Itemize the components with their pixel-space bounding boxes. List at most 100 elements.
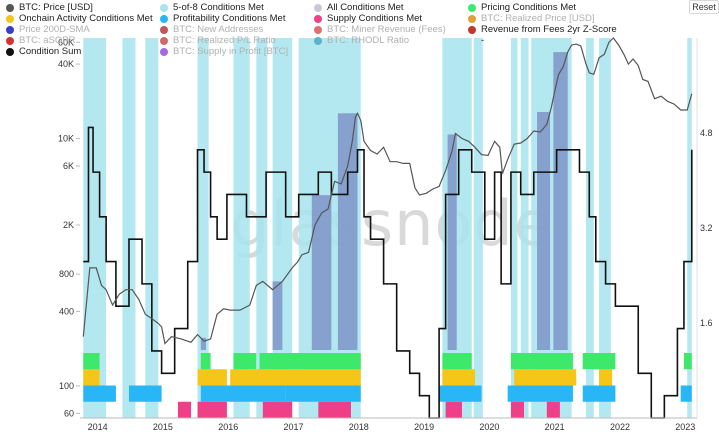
condition-sum-line: [83, 126, 693, 419]
legend-label: Supply Conditions Met: [327, 13, 423, 24]
condition-band-segment: [128, 385, 162, 402]
legend-label: BTC: New Addresses: [173, 24, 264, 35]
condition-band-segment: [510, 401, 524, 418]
legend-swatch: [468, 3, 476, 12]
x-tick-label: 2021: [545, 422, 565, 432]
legend-item[interactable]: Condition Sum: [6, 46, 81, 57]
y-tick-label-right: 3.2: [700, 223, 713, 233]
five-of-eight-period: [687, 38, 692, 418]
x-tick-label: 2022: [610, 422, 630, 432]
condition-band-segment: [83, 353, 100, 370]
condition-bands-layer: [83, 353, 692, 418]
legend-swatch: [160, 14, 168, 23]
y-tick-label-left: 100: [59, 381, 74, 391]
all-conditions-period: [272, 281, 283, 350]
legend-swatch: [160, 3, 168, 12]
condition-band-segment: [507, 385, 573, 402]
condition-band-segment: [197, 401, 227, 418]
legend-item[interactable]: Profitability Conditions Met: [160, 13, 285, 24]
legend-item[interactable]: Pricing Conditions Met: [468, 2, 576, 13]
legend-label: BTC: RHODL Ratio: [327, 35, 409, 46]
y-tick-label-left: 400: [59, 306, 74, 316]
all-conditions-period: [200, 337, 207, 350]
condition-band-segment: [582, 353, 616, 370]
condition-band-segment: [514, 369, 577, 386]
legend-swatch: [6, 25, 14, 34]
y-axis-right: 4.8 3.2 1.6: [700, 128, 713, 328]
x-tick-label: 2017: [283, 422, 303, 432]
legend-item[interactable]: -: [468, 35, 484, 46]
legend-item[interactable]: BTC: Realized P/L Ratio: [160, 35, 276, 46]
five-of-eight-period: [520, 38, 529, 418]
legend-label: 5-of-8 Conditions Met: [173, 2, 264, 13]
legend-item[interactable]: BTC: aSOPR: [6, 35, 76, 46]
legend-label: BTC: Miner Revenue (Fees): [327, 24, 446, 35]
y-axis-left: 60 100 400 800 2K 6K 10K 40K 60K: [58, 37, 80, 418]
y-tick-label-left: 40K: [58, 59, 74, 69]
all-conditions-period: [537, 111, 551, 350]
legend-label: BTC: Supply in Profit [BTC]: [173, 46, 289, 57]
legend-swatch: [314, 36, 322, 45]
five-of-eight-period: [599, 38, 611, 418]
legend-item[interactable]: 5-of-8 Conditions Met: [160, 2, 264, 13]
x-axis: 2014 2015 2016 2017 2018 2019 2020 2021 2022 2023: [88, 422, 696, 432]
condition-band-segment: [599, 369, 613, 386]
legend-item[interactable]: Revenue from Fees 2yr Z-Score: [468, 24, 617, 35]
legend-item[interactable]: Supply Conditions Met: [314, 13, 422, 24]
legend-swatch: [468, 14, 476, 23]
legend-label: Price 200D-SMA: [19, 24, 90, 35]
price-line: [82, 37, 693, 345]
legend-swatch: [314, 14, 322, 23]
y-tick-label-left: 10K: [58, 134, 74, 144]
legend-label: -: [481, 35, 485, 46]
y-tick-label-left: 60K: [58, 37, 74, 47]
y-tick-label-right: 1.6: [700, 318, 713, 328]
legend-item[interactable]: BTC: Price [USD]: [6, 2, 93, 13]
condition-band-segment: [177, 401, 191, 418]
five-of-eight-period: [256, 38, 268, 418]
condition-band-segment: [200, 353, 211, 370]
all-conditions-period: [447, 134, 457, 350]
legend-label: BTC: Realized Price [USD]: [481, 13, 595, 24]
condition-band-segment: [445, 401, 462, 418]
y-tick-label-left: 2K: [63, 220, 74, 230]
five-of-eight-period: [586, 38, 594, 418]
condition-band-segment: [262, 401, 293, 418]
legend-swatch: [314, 3, 322, 12]
legend-label: Condition Sum: [19, 46, 82, 57]
legend-item[interactable]: Onchain Activity Conditions Met: [6, 13, 153, 24]
legend-swatch: [160, 25, 168, 34]
condition-band-segment: [285, 385, 361, 402]
all-conditions-period: [553, 52, 568, 350]
legend-item[interactable]: BTC: RHODL Ratio: [314, 35, 409, 46]
all-conditions-period: [311, 195, 332, 350]
legend-label: BTC: Realized P/L Ratio: [173, 35, 276, 46]
legend-label: Onchain Activity Conditions Met: [19, 13, 153, 24]
y-tick-label-right: 4.8: [700, 128, 713, 138]
legend-item[interactable]: BTC: New Addresses: [160, 24, 263, 35]
reset-button[interactable]: Reset: [689, 0, 719, 14]
legend-swatch: [314, 25, 322, 34]
condition-band-segment: [83, 369, 100, 386]
legend-item[interactable]: BTC: Miner Revenue (Fees): [314, 24, 446, 35]
x-tick-label: 2016: [218, 422, 238, 432]
legend-swatch: [6, 36, 14, 45]
legend-label: All Conditions Met: [327, 2, 404, 13]
legend-item[interactable]: All Conditions Met: [314, 2, 404, 13]
legend-item[interactable]: BTC: Realized Price [USD]: [468, 13, 595, 24]
five-of-eight-period: [145, 38, 159, 418]
condition-band-segment: [259, 353, 361, 370]
legend: BTC: Price [USD] 5-of-8 Conditions Met All…: [0, 0, 719, 60]
legend-item[interactable]: Price 200D-SMA: [6, 24, 90, 35]
condition-band-segment: [197, 369, 227, 386]
legend-swatch: [6, 47, 14, 56]
x-tick-label: 2018: [349, 422, 369, 432]
condition-band-segment: [442, 369, 476, 386]
five-of-eight-period: [122, 38, 136, 418]
legend-swatch: [468, 37, 476, 45]
condition-band-segment: [582, 385, 616, 402]
condition-band-segment: [510, 353, 573, 370]
legend-item[interactable]: BTC: Supply in Profit [BTC]: [160, 46, 288, 57]
legend-label: Revenue from Fees 2yr Z-Score: [481, 24, 617, 35]
legend-swatch: [6, 14, 14, 23]
